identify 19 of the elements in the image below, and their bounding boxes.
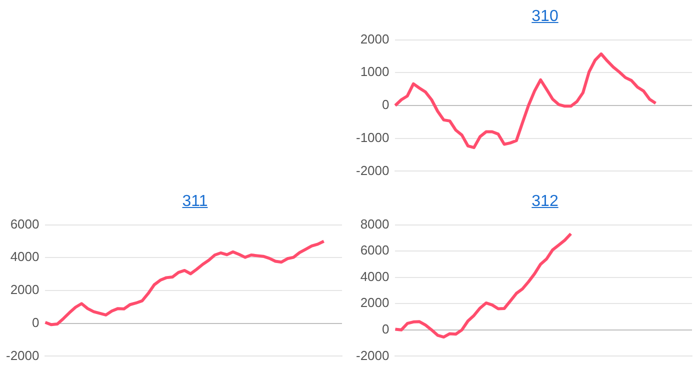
y-tick-label: 1000 <box>360 64 390 80</box>
y-tick-label: 4000 <box>360 268 390 284</box>
y-tick-label: -2000 <box>356 348 390 363</box>
y-tick-label: 0 <box>382 97 390 112</box>
y-tick-label: 8000 <box>360 216 390 232</box>
y-tick-label: 6000 <box>360 242 390 258</box>
chart-title: 310 <box>532 8 558 26</box>
chart-title: 311 <box>182 193 208 211</box>
y-tick-label: -1000 <box>356 130 390 145</box>
y-tick-label: 2000 <box>360 31 390 46</box>
y-tick-label: 2000 <box>360 295 390 310</box>
y-tick-label: 0 <box>382 322 390 336</box>
y-tick-label: -2000 <box>356 162 390 178</box>
y-tick-label: 0 <box>32 314 40 330</box>
y-tick-label: 6000 <box>10 216 40 232</box>
y-tick-label: 4000 <box>10 249 40 264</box>
y-tick-label: 2000 <box>10 282 40 298</box>
chart-title: 312 <box>532 193 558 211</box>
y-tick-label: -2000 <box>6 348 40 363</box>
